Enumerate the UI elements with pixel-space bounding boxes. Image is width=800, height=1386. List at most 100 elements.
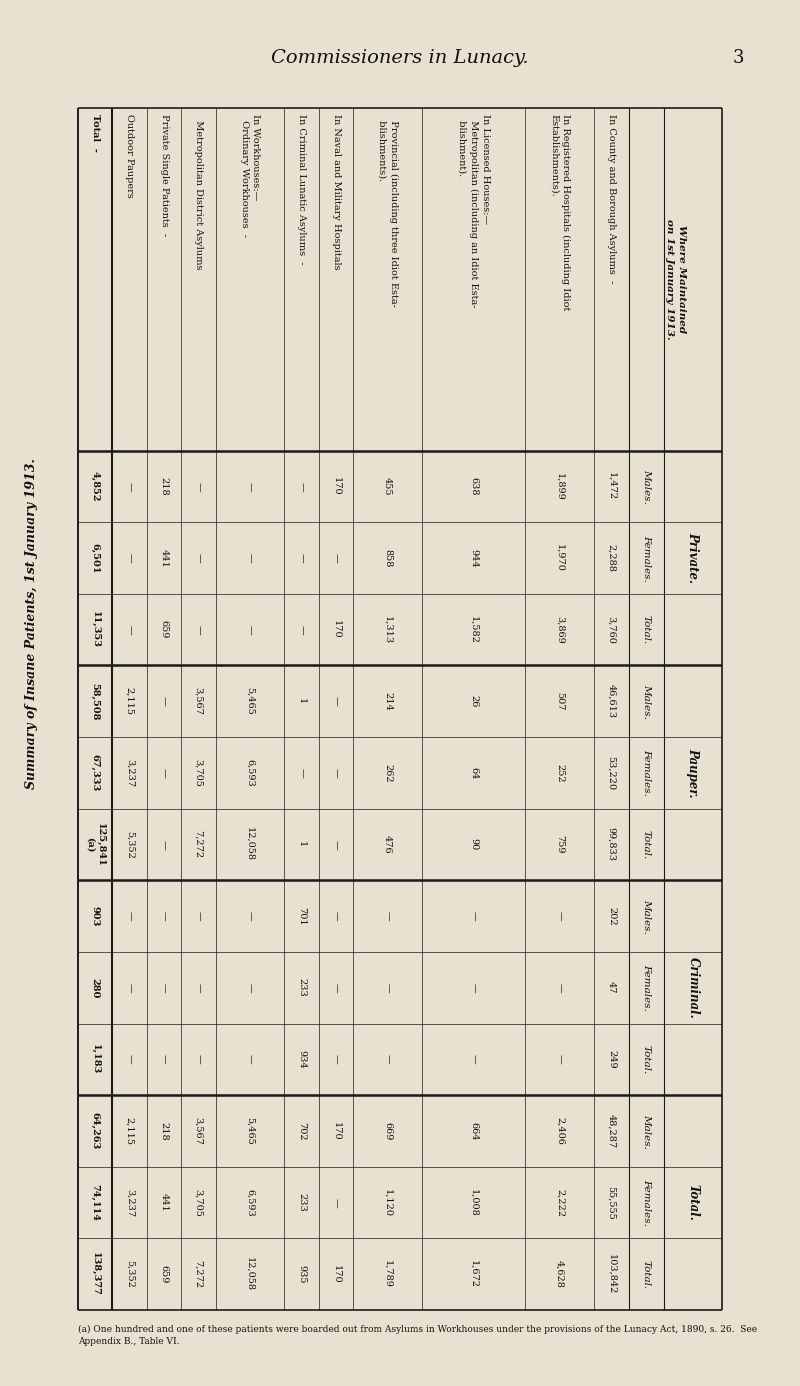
Text: —: — (383, 983, 392, 992)
Text: —: — (159, 1055, 169, 1064)
Text: 170: 170 (332, 477, 341, 496)
Text: Total.: Total. (642, 1045, 651, 1074)
Text: 934: 934 (297, 1051, 306, 1069)
Text: —: — (194, 481, 203, 491)
Text: 507: 507 (555, 692, 564, 711)
Text: In Naval and Military Hospitals: In Naval and Military Hospitals (332, 114, 341, 270)
Text: —: — (332, 768, 341, 778)
Text: 759: 759 (555, 836, 564, 854)
Text: —: — (332, 553, 341, 563)
Text: 7,272: 7,272 (194, 1260, 203, 1288)
Text: —: — (125, 911, 134, 920)
Text: —: — (332, 983, 341, 992)
Text: 12,058: 12,058 (246, 1257, 254, 1292)
Text: 138,377: 138,377 (90, 1253, 100, 1296)
Text: 170: 170 (332, 1265, 341, 1283)
Text: Where Maintained
on 1st January 1913.: Where Maintained on 1st January 1913. (665, 219, 686, 340)
Text: 1,120: 1,120 (383, 1189, 392, 1217)
Text: 280: 280 (90, 977, 100, 998)
Text: Pauper.: Pauper. (686, 748, 699, 798)
Text: —: — (332, 911, 341, 920)
Text: 935: 935 (297, 1265, 306, 1283)
Text: 233: 233 (297, 979, 306, 997)
Text: —: — (297, 768, 306, 778)
Text: —: — (470, 983, 478, 992)
Text: 1,313: 1,313 (383, 615, 392, 643)
Text: 903: 903 (90, 906, 100, 926)
Text: 638: 638 (470, 477, 478, 496)
Text: Private Single Patients  -: Private Single Patients - (159, 114, 169, 236)
Text: —: — (159, 983, 169, 992)
Text: Criminal.: Criminal. (686, 956, 699, 1019)
Text: 1,582: 1,582 (470, 615, 478, 643)
Text: 3,705: 3,705 (194, 1189, 203, 1217)
Text: In Criminal Lunatic Asylums  -: In Criminal Lunatic Asylums - (297, 114, 306, 265)
Text: Females.: Females. (642, 535, 651, 582)
Text: Females.: Females. (642, 750, 651, 797)
Text: 3,705: 3,705 (194, 760, 203, 787)
Text: 441: 441 (159, 1193, 169, 1211)
Text: Males.: Males. (642, 683, 651, 719)
Text: Females.: Females. (642, 965, 651, 1012)
Text: 3,237: 3,237 (125, 758, 134, 787)
Text: 669: 669 (383, 1121, 392, 1141)
Text: 701: 701 (297, 906, 306, 926)
Text: 214: 214 (383, 692, 392, 711)
Text: —: — (555, 983, 564, 992)
Text: —: — (159, 911, 169, 920)
Text: —: — (194, 911, 203, 920)
Text: Total.: Total. (642, 615, 651, 644)
Text: 6,593: 6,593 (246, 760, 254, 787)
Text: —: — (246, 911, 254, 920)
Text: 4,628: 4,628 (555, 1260, 564, 1288)
Text: 5,352: 5,352 (125, 830, 134, 858)
Text: 441: 441 (159, 549, 169, 567)
Text: 1,472: 1,472 (607, 473, 616, 500)
Text: 4,852: 4,852 (90, 471, 100, 502)
Text: 3,567: 3,567 (194, 1117, 203, 1145)
Text: —: — (555, 1055, 564, 1064)
Text: 53,220: 53,220 (607, 755, 616, 790)
Text: 1,672: 1,672 (470, 1260, 478, 1288)
Text: 74,114: 74,114 (90, 1184, 100, 1221)
Text: —: — (332, 1198, 341, 1207)
Text: Provincial (including three Idiot Esta-
  blishments).: Provincial (including three Idiot Esta- … (378, 114, 398, 306)
Text: 944: 944 (470, 549, 478, 567)
Text: Females.: Females. (642, 1179, 651, 1227)
Text: 11,353: 11,353 (90, 611, 100, 649)
Text: 58,508: 58,508 (90, 682, 100, 719)
Text: —: — (383, 911, 392, 920)
Text: 5,352: 5,352 (125, 1260, 134, 1288)
Text: 1,899: 1,899 (555, 473, 564, 500)
Text: Total.: Total. (642, 830, 651, 859)
Text: Private.: Private. (686, 532, 699, 584)
Text: —: — (125, 625, 134, 635)
Text: 1,183: 1,183 (90, 1044, 100, 1074)
Text: 218: 218 (159, 477, 169, 496)
Text: —: — (332, 840, 341, 850)
Text: 702: 702 (297, 1121, 306, 1141)
Text: 5,465: 5,465 (246, 1117, 254, 1145)
Text: —: — (332, 696, 341, 705)
Text: 6,501: 6,501 (90, 543, 100, 574)
Text: Males.: Males. (642, 468, 651, 505)
Text: 1: 1 (297, 841, 306, 848)
Text: Males.: Males. (642, 898, 651, 934)
Text: 170: 170 (332, 621, 341, 639)
Text: 99,833: 99,833 (607, 827, 616, 862)
Text: 1: 1 (297, 699, 306, 704)
Text: 170: 170 (332, 1121, 341, 1141)
Text: Metropolitan District Asylums: Metropolitan District Asylums (194, 114, 203, 269)
Text: 2,115: 2,115 (125, 1117, 134, 1145)
Text: 858: 858 (383, 549, 392, 567)
Text: Total.: Total. (686, 1184, 699, 1221)
Text: 252: 252 (555, 764, 564, 782)
Text: 3,760: 3,760 (607, 615, 616, 643)
Text: 5,465: 5,465 (246, 687, 254, 715)
Text: 659: 659 (159, 621, 169, 639)
Text: 90: 90 (470, 839, 478, 851)
Text: 3,237: 3,237 (125, 1189, 134, 1217)
Text: —: — (159, 768, 169, 778)
Text: 249: 249 (607, 1051, 616, 1069)
Text: 3,869: 3,869 (555, 615, 564, 643)
